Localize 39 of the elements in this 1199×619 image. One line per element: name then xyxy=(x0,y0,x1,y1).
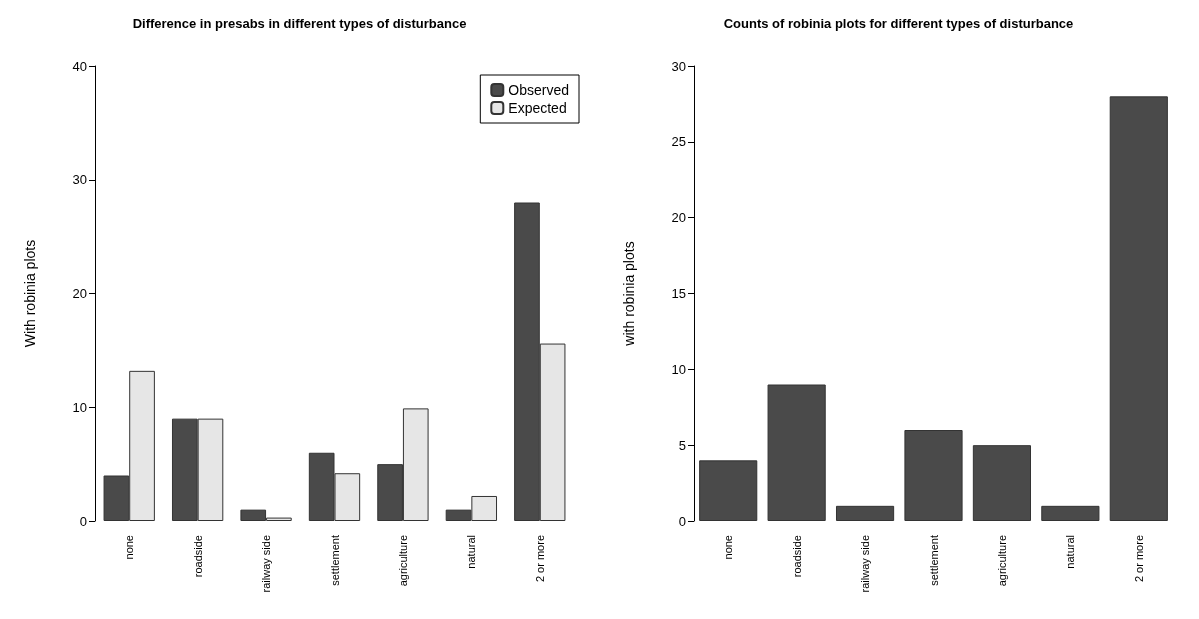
x-tick-label: 2 or more xyxy=(533,535,546,583)
y-tick-label: 20 xyxy=(671,210,686,226)
y-tick-label: 40 xyxy=(72,58,87,74)
x-tick-label: 2 or more xyxy=(1132,535,1145,583)
x-tick-label: agriculture xyxy=(396,535,409,587)
y-axis-title: With robinia plots xyxy=(22,239,38,348)
y-tick-label: 0 xyxy=(678,513,686,529)
y-tick-label: 25 xyxy=(671,134,686,150)
legend-label: Observed xyxy=(508,82,570,98)
chart-title: Difference in presabs in different types of disturbance xyxy=(132,16,467,31)
chart-title: Counts of robinia plots for different types of disturbance xyxy=(723,16,1074,31)
y-tick-label: 10 xyxy=(671,361,686,377)
bar xyxy=(767,384,826,521)
y-tick-label: 15 xyxy=(671,286,686,301)
x-tick-label: agriculture xyxy=(995,535,1008,587)
bar xyxy=(835,505,895,521)
bar xyxy=(904,430,963,521)
bar xyxy=(972,445,1032,521)
y-tick-label: 20 xyxy=(72,286,87,301)
y-tick-label: 10 xyxy=(72,399,87,415)
x-tick-label: natural xyxy=(465,535,478,569)
x-tick-label: none xyxy=(123,535,136,560)
x-tick-label: none xyxy=(722,535,735,560)
bar xyxy=(1041,505,1100,521)
bar xyxy=(699,460,758,521)
legend-label: Expected xyxy=(508,100,567,116)
y-tick-label: 30 xyxy=(72,172,87,188)
x-tick-label: settlement xyxy=(328,535,341,586)
bar xyxy=(1109,96,1168,521)
x-tick-label: settlement xyxy=(927,535,940,586)
y-tick-label: 0 xyxy=(79,513,87,529)
y-tick-label: 30 xyxy=(671,58,686,74)
y-axis-title: with robinia plots xyxy=(621,241,637,347)
y-tick-label: 5 xyxy=(678,437,686,453)
x-tick-label: railway side xyxy=(859,535,872,593)
x-tick-label: natural xyxy=(1064,535,1077,569)
x-tick-label: roadside xyxy=(191,535,204,578)
x-tick-label: railway side xyxy=(260,535,273,593)
x-tick-label: roadside xyxy=(790,535,803,578)
